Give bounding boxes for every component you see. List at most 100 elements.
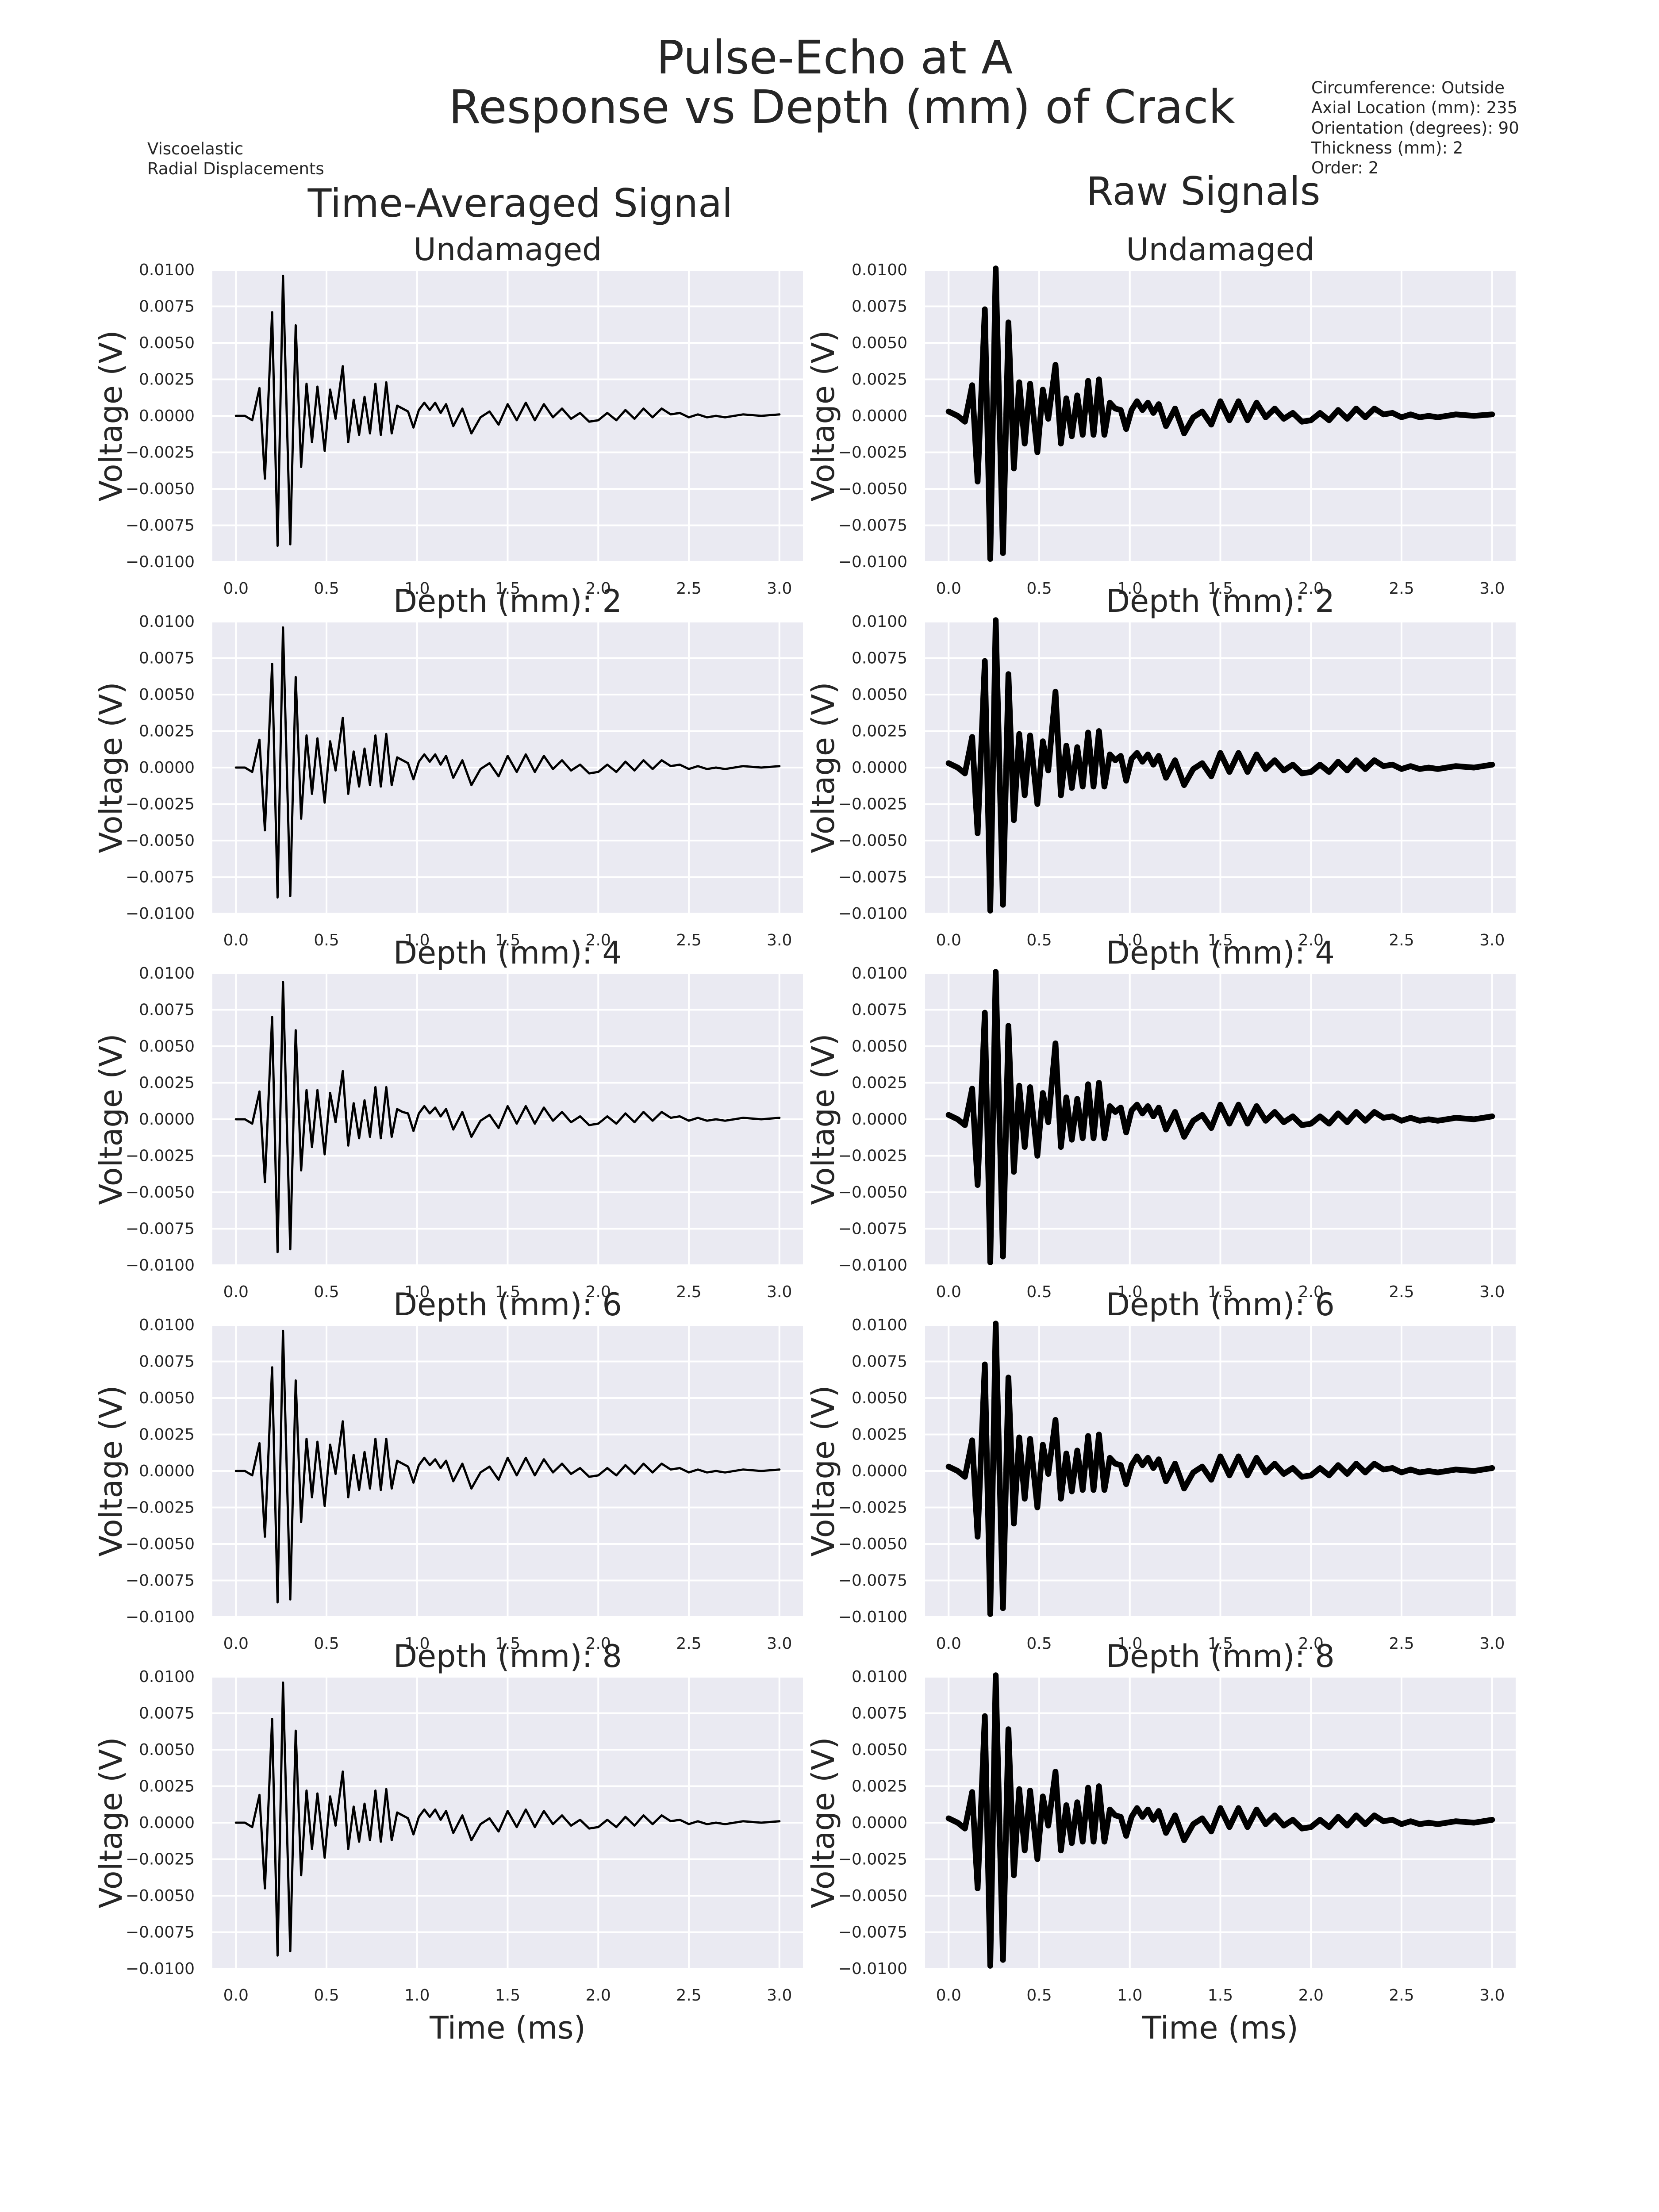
x-axis-label: Time (ms) xyxy=(1142,2010,1298,2046)
x-tick-label: 0.5 xyxy=(314,1986,339,2005)
x-tick-label: 2.0 xyxy=(1298,1283,1324,1301)
x-tick-label: 2.5 xyxy=(676,1635,701,1653)
x-tick-label: 0.0 xyxy=(223,1635,249,1653)
y-tick-label: 0.0000 xyxy=(139,407,195,425)
x-tick-label: 1.0 xyxy=(404,1283,430,1301)
x-tick-label: 1.5 xyxy=(495,931,520,949)
y-tick-label: 0.0075 xyxy=(139,1353,195,1371)
parameter-orientation: Orientation (degrees): 90 xyxy=(1311,119,1519,138)
y-tick-label: 0.0100 xyxy=(852,613,907,631)
figure-title-line-1: Pulse-Echo at A xyxy=(657,31,1013,84)
y-tick-label: 0.0075 xyxy=(852,1705,907,1723)
y-tick-label: −0.0025 xyxy=(126,795,195,814)
y-tick-label: 0.0025 xyxy=(139,371,195,389)
y-tick-label: −0.0050 xyxy=(126,832,195,850)
y-tick-label: 0.0025 xyxy=(852,1074,907,1092)
x-tick-label: 2.0 xyxy=(586,1986,611,2005)
y-tick-label: 0.0000 xyxy=(852,1110,907,1129)
x-tick-label: 0.5 xyxy=(314,1283,339,1301)
x-tick-label: 3.0 xyxy=(1479,580,1505,598)
subplot-title: Depth (mm): 2 xyxy=(1106,583,1335,619)
x-tick-label: 0.0 xyxy=(223,931,249,949)
panel-averaged-row-1: 0.0 0.5 1.0 1.5 2.0 2.5 3.0 0.0100 0.0075 0.0050 0… xyxy=(93,231,803,598)
y-tick-label: −0.0025 xyxy=(838,1851,907,1869)
y-tick-label: −0.0100 xyxy=(838,1608,907,1626)
x-tick-label: 0.5 xyxy=(1026,1986,1052,2005)
y-tick-label: −0.0050 xyxy=(838,1887,907,1905)
y-tick-label: 0.0100 xyxy=(139,261,195,279)
y-tick-label: −0.0050 xyxy=(126,1183,195,1202)
x-tick-label: 0.5 xyxy=(314,931,339,949)
x-tick-label: 2.5 xyxy=(676,1283,701,1301)
y-axis-label: Voltage (V) xyxy=(805,1033,841,1205)
x-tick-label: 3.0 xyxy=(767,1635,792,1653)
figure-title-line-2: Response vs Depth (mm) of Crack xyxy=(449,80,1235,134)
column-title-time-averaged: Time-Averaged Signal xyxy=(307,180,733,226)
signal-line xyxy=(234,274,781,547)
y-tick-label: −0.0100 xyxy=(838,905,907,923)
y-axis-label: Voltage (V) xyxy=(805,1385,841,1556)
x-tick-label: 0.5 xyxy=(314,1635,339,1653)
y-tick-label: −0.0025 xyxy=(126,1147,195,1165)
signal-line xyxy=(945,1321,1495,1617)
subplot-grid: 0.0 0.5 1.0 1.5 2.0 2.5 3.0 0.0100 0.0075 0.0050 0… xyxy=(93,231,1516,2046)
y-tick-label: 0.0000 xyxy=(139,759,195,777)
y-tick-label: 0.0100 xyxy=(852,1668,907,1686)
x-tick-label: 1.0 xyxy=(404,1635,430,1653)
y-tick-label: 0.0000 xyxy=(139,1814,195,1832)
x-tick-label: 1.0 xyxy=(1117,1283,1142,1301)
y-tick-label: −0.0100 xyxy=(126,905,195,923)
y-tick-label: 0.0075 xyxy=(852,1001,907,1019)
y-tick-label: 0.0000 xyxy=(139,1110,195,1129)
x-tick-label: 1.5 xyxy=(1208,1283,1233,1301)
panel-averaged-row-4: 0.0 0.5 1.0 1.5 2.0 2.5 3.0 0.0100 0.0075 0.0050 0… xyxy=(93,1286,803,1653)
x-tick-label: 1.5 xyxy=(495,1283,520,1301)
x-tick-label: 1.0 xyxy=(404,1986,430,2005)
y-tick-label: 0.0025 xyxy=(852,1778,907,1796)
y-tick-label: 0.0050 xyxy=(852,686,907,704)
x-tick-label: 3.0 xyxy=(767,1283,792,1301)
panel-raw-row-3: 0.0 0.5 1.0 1.5 2.0 2.5 3.0 0.0100 0.0075 0.0050 0… xyxy=(805,935,1516,1301)
x-tick-label: 0.0 xyxy=(223,580,249,598)
y-tick-label: −0.0075 xyxy=(838,1572,907,1590)
y-tick-label: −0.0025 xyxy=(838,795,907,814)
signal-line xyxy=(234,1681,781,1957)
x-tick-label: 3.0 xyxy=(767,580,792,598)
x-tick-label: 3.0 xyxy=(767,931,792,949)
subplot-title: Undamaged xyxy=(1126,231,1315,268)
y-tick-label: −0.0025 xyxy=(126,444,195,462)
y-tick-label: −0.0075 xyxy=(838,517,907,535)
y-tick-label: 0.0100 xyxy=(852,261,907,279)
y-tick-label: −0.0100 xyxy=(126,1608,195,1626)
x-tick-label: 0.5 xyxy=(314,580,339,598)
x-tick-label: 2.5 xyxy=(676,1986,701,2005)
panel-raw-row-5: 0.0 0.5 1.0 1.5 2.0 2.5 3.0 0.0100 0.0075 0.0050 0… xyxy=(805,1638,1516,2046)
y-axis-label: Voltage (V) xyxy=(93,1737,129,1908)
x-tick-label: 2.5 xyxy=(1389,1283,1414,1301)
parameter-thickness: Thickness (mm): 2 xyxy=(1311,138,1463,157)
y-tick-label: −0.0075 xyxy=(126,1220,195,1238)
panel-averaged-row-5: 0.0 0.5 1.0 1.5 2.0 2.5 3.0 0.0100 0.0075 0.0050 0… xyxy=(93,1638,803,2046)
y-axis-label: Voltage (V) xyxy=(93,1385,129,1556)
y-tick-label: 0.0025 xyxy=(852,722,907,741)
x-tick-label: 2.5 xyxy=(1389,931,1414,949)
y-tick-label: −0.0050 xyxy=(838,832,907,850)
subplot-title: Depth (mm): 8 xyxy=(1106,1638,1335,1674)
panel-raw-row-4: 0.0 0.5 1.0 1.5 2.0 2.5 3.0 0.0100 0.0075 0.0050 0… xyxy=(805,1286,1516,1653)
y-tick-label: −0.0050 xyxy=(838,1535,907,1553)
signal-line xyxy=(945,1672,1495,1969)
y-axis-label: Voltage (V) xyxy=(805,682,841,853)
y-tick-label: 0.0000 xyxy=(139,1462,195,1480)
x-tick-label: 1.5 xyxy=(1208,931,1233,949)
y-tick-label: 0.0050 xyxy=(139,1741,195,1759)
x-tick-label: 0.5 xyxy=(1026,931,1052,949)
model-note: Viscoelastic Radial Displacements xyxy=(147,139,324,178)
y-tick-label: 0.0100 xyxy=(139,613,195,631)
x-tick-label: 2.0 xyxy=(586,1283,611,1301)
x-tick-label: 1.0 xyxy=(1117,580,1142,598)
signal-line xyxy=(945,265,1495,562)
parameter-order: Order: 2 xyxy=(1311,158,1379,177)
y-tick-label: −0.0050 xyxy=(126,1535,195,1553)
y-tick-label: −0.0075 xyxy=(838,1220,907,1238)
y-tick-label: −0.0050 xyxy=(838,480,907,498)
